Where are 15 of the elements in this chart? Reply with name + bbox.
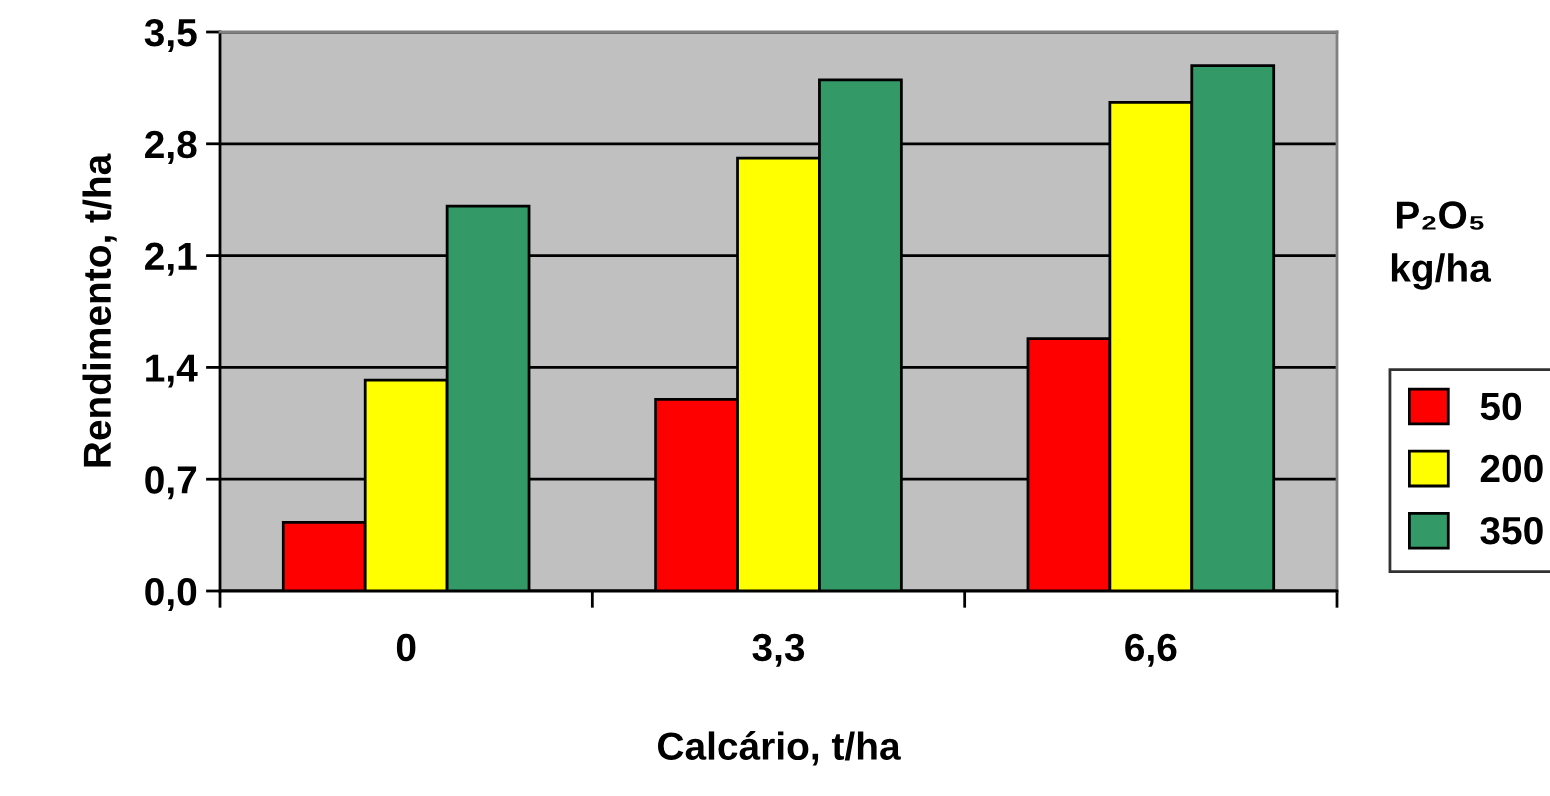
y-tick-label: 0,0 (145, 577, 197, 612)
legend-label: 200 (1480, 454, 1543, 483)
y-tick-label: 2,1 (145, 242, 197, 276)
legend-label: 350 (1480, 516, 1543, 545)
y-axis-title: Rendimento, t/ha (82, 153, 117, 467)
y-tick-label: 2,8 (145, 130, 197, 164)
y-tick-label: 1,4 (146, 354, 198, 388)
x-axis-title: Calcário, t/ha (658, 731, 901, 766)
legend-label: 50 (1480, 392, 1522, 421)
x-tick-label: 3,3 (752, 633, 805, 667)
x-tick-label: 0 (396, 633, 416, 662)
x-tick-label: 6,6 (1125, 633, 1177, 667)
y-tick-label: 0,7 (145, 466, 197, 500)
legend-title: P₂O₅ kg/ha (1391, 201, 1492, 290)
y-tick-label: 3,5 (144, 18, 197, 53)
